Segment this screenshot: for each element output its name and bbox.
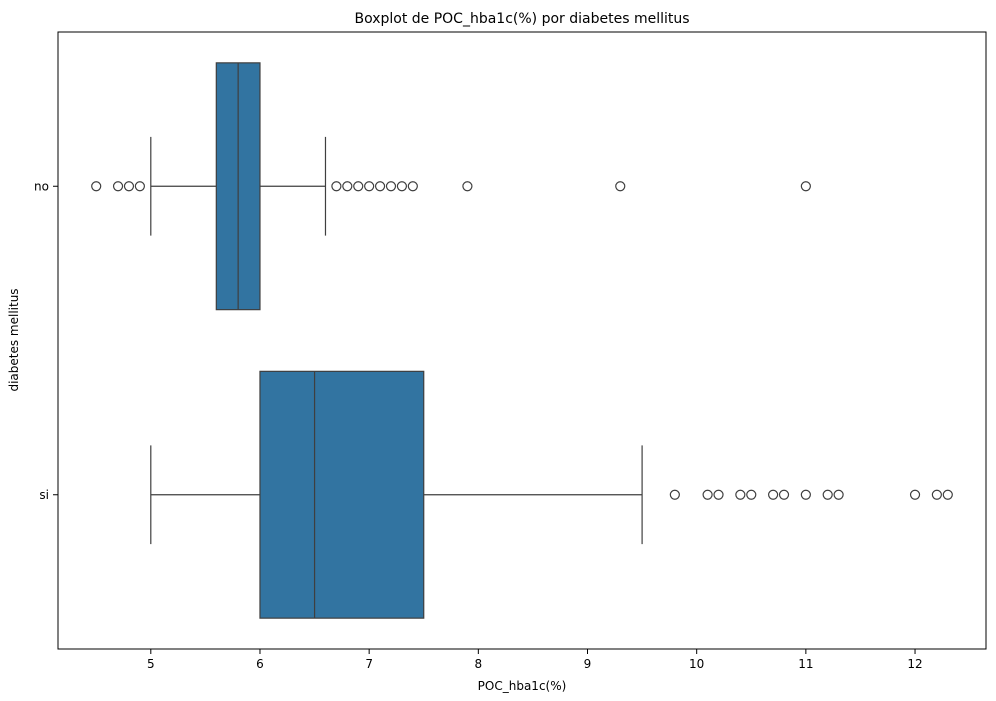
outlier-point <box>800 489 811 500</box>
outlier-point <box>342 181 353 192</box>
outlier-point <box>909 489 921 500</box>
outlier-point <box>931 489 942 500</box>
outlier-point <box>396 181 408 192</box>
x-tick-label: 10 <box>689 657 704 671</box>
outlier-point <box>123 181 135 192</box>
outlier-point <box>768 489 779 500</box>
outlier-point <box>942 489 953 500</box>
iqr-box <box>259 370 425 619</box>
x-tick-label: 8 <box>475 657 483 671</box>
outlier-point <box>462 181 473 192</box>
outlier-point <box>407 181 418 192</box>
y-tick-label: no <box>34 179 49 193</box>
outlier-point <box>374 181 386 192</box>
outlier-point <box>822 489 833 500</box>
x-tick-label: 5 <box>147 657 155 671</box>
outlier-point <box>91 181 102 192</box>
outlier-point <box>833 489 844 500</box>
outlier-point <box>331 181 342 192</box>
plot-frame <box>57 31 987 650</box>
outlier-point <box>713 489 724 500</box>
outlier-point <box>746 489 757 500</box>
x-tick-label: 7 <box>365 657 373 671</box>
outlier-point <box>702 489 713 500</box>
outlier-point <box>800 181 811 192</box>
outlier-point <box>735 489 746 500</box>
outlier-point <box>364 181 375 192</box>
chart-title: Boxplot de POC_hba1c(%) por diabetes mel… <box>354 11 689 27</box>
x-axis-label: POC_hba1c(%) <box>478 679 567 693</box>
outlier-point <box>134 181 145 192</box>
outlier-point <box>778 489 790 500</box>
x-tick-label: 9 <box>584 657 592 671</box>
y-axis-label: diabetes mellitus <box>7 288 21 391</box>
x-tick-label: 11 <box>798 657 813 671</box>
x-tick-label: 6 <box>256 657 264 671</box>
outlier-point <box>669 489 680 500</box>
y-tick-label: si <box>39 488 49 502</box>
outlier-point <box>385 181 397 192</box>
x-tick-label: 12 <box>907 657 922 671</box>
outlier-point <box>112 181 124 192</box>
outlier-point <box>353 181 364 192</box>
outlier-point <box>615 181 626 192</box>
